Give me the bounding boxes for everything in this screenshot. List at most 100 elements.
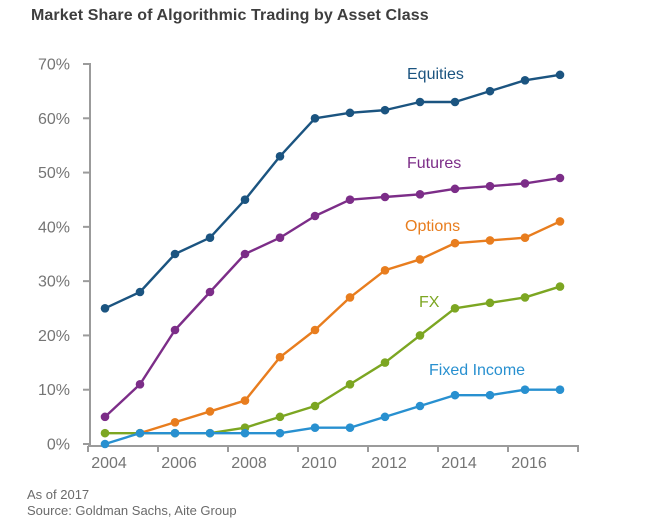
series-point-options-2006 xyxy=(170,417,180,427)
series-options: Options xyxy=(135,217,565,438)
series-fx: FX xyxy=(100,282,565,438)
series-point-fx-2015 xyxy=(485,298,495,308)
series-label-fx: FX xyxy=(419,294,440,311)
series-point-options-2010 xyxy=(310,325,320,335)
series-point-fixed-income-2004 xyxy=(100,439,110,449)
series-point-futures-2015 xyxy=(485,181,495,191)
series-point-equities-2016 xyxy=(520,75,530,85)
series-point-futures-2017 xyxy=(555,173,565,183)
x-tick-label-2014: 2014 xyxy=(441,455,477,472)
chart-footer: As of 2017 Source: Goldman Sachs, Aite G… xyxy=(27,487,237,519)
series-point-options-2009 xyxy=(275,352,285,362)
series-point-options-2007 xyxy=(205,407,215,416)
series-point-futures-2013 xyxy=(415,189,425,199)
series-point-options-2016 xyxy=(520,233,530,243)
series-point-equities-2007 xyxy=(205,233,215,243)
series-label-futures: Futures xyxy=(407,155,461,172)
y-tick-label-60: 60% xyxy=(38,111,70,128)
series-point-futures-2016 xyxy=(520,179,530,188)
series-point-options-2008 xyxy=(240,396,250,405)
series-point-fx-2014 xyxy=(450,303,460,313)
series-point-fx-2017 xyxy=(555,282,565,291)
series-point-fixed-income-2017 xyxy=(555,385,565,395)
x-tick-label-2008: 2008 xyxy=(231,455,267,472)
series-point-fx-2011 xyxy=(345,379,355,389)
series-point-options-2013 xyxy=(415,255,425,264)
series-equities: Equities xyxy=(100,66,565,313)
series-point-futures-2008 xyxy=(240,249,250,259)
series-point-options-2012 xyxy=(380,265,390,275)
series-point-equities-2014 xyxy=(450,97,460,107)
series-point-fixed-income-2013 xyxy=(415,401,425,411)
series-futures: Futures xyxy=(100,155,565,422)
y-tick-label-10: 10% xyxy=(38,382,70,399)
series-point-options-2011 xyxy=(345,293,355,302)
x-tick-label-2010: 2010 xyxy=(301,455,337,472)
series-line-fx xyxy=(103,285,562,435)
series-point-fixed-income-2016 xyxy=(520,385,530,395)
series-point-fixed-income-2005 xyxy=(135,428,145,438)
series-point-equities-2004 xyxy=(100,303,110,313)
series-point-fixed-income-2015 xyxy=(485,390,495,400)
series-point-equities-2012 xyxy=(380,105,390,115)
series-point-equities-2015 xyxy=(485,86,495,96)
series-label-fixed-income: Fixed Income xyxy=(429,362,525,379)
series-point-equities-2008 xyxy=(240,195,250,205)
y-tick-label-20: 20% xyxy=(38,328,70,345)
y-tick-label-40: 40% xyxy=(38,219,70,236)
series-point-futures-2014 xyxy=(450,184,460,194)
series-point-fixed-income-2006 xyxy=(170,428,180,438)
series-point-fx-2004 xyxy=(100,428,110,438)
series-point-futures-2005 xyxy=(135,379,145,389)
x-tick-label-2006: 2006 xyxy=(161,455,197,472)
series-point-futures-2009 xyxy=(275,233,285,243)
series-label-options: Options xyxy=(405,218,460,235)
series-line-options xyxy=(138,220,562,435)
series-label-equities: Equities xyxy=(407,66,464,83)
x-tick-label-2004: 2004 xyxy=(91,455,127,472)
series-point-fixed-income-2010 xyxy=(310,423,320,433)
series-point-equities-2005 xyxy=(135,287,145,297)
series-point-equities-2010 xyxy=(310,113,320,123)
series-point-futures-2004 xyxy=(100,412,110,422)
chart-series: Equities Futures Options FX Fixed Income xyxy=(100,66,565,449)
x-tick-label-2016: 2016 xyxy=(511,455,547,472)
series-point-fx-2016 xyxy=(520,293,530,302)
x-tick-label-2012: 2012 xyxy=(371,455,407,472)
as-of-note: As of 2017 xyxy=(27,487,90,502)
series-point-futures-2006 xyxy=(170,325,180,335)
series-point-fixed-income-2009 xyxy=(275,428,285,438)
y-tick-label-0: 0% xyxy=(47,437,70,454)
axis-tick-labels: 0% 10% 20% 30% 40% 50% 60% 70% 2004 2006 2008 2010 2… xyxy=(38,57,547,473)
series-point-fx-2013 xyxy=(415,331,425,340)
series-line-fixed-income xyxy=(103,388,562,446)
series-fixed-income: Fixed Income xyxy=(100,362,565,449)
chart-axes xyxy=(83,63,579,452)
series-point-fixed-income-2011 xyxy=(345,423,355,433)
series-point-equities-2009 xyxy=(275,151,285,161)
y-tick-label-30: 30% xyxy=(38,274,70,291)
series-point-equities-2006 xyxy=(170,249,180,259)
series-point-fixed-income-2007 xyxy=(205,428,215,438)
series-line-futures xyxy=(103,176,562,419)
chart-title: Market Share of Algorithmic Trading by A… xyxy=(31,7,429,24)
y-tick-label-70: 70% xyxy=(38,57,70,74)
series-point-fx-2010 xyxy=(310,401,320,411)
series-point-futures-2010 xyxy=(310,211,320,221)
series-point-fx-2009 xyxy=(275,412,285,422)
series-point-futures-2012 xyxy=(380,192,390,202)
series-point-fixed-income-2008 xyxy=(240,428,250,438)
series-point-options-2015 xyxy=(485,236,495,245)
series-point-equities-2013 xyxy=(415,97,425,107)
series-point-equities-2017 xyxy=(555,70,565,80)
series-point-futures-2007 xyxy=(205,287,215,297)
series-point-fx-2012 xyxy=(380,358,390,367)
series-point-equities-2011 xyxy=(345,108,355,118)
series-point-options-2014 xyxy=(450,238,460,248)
series-line-equities xyxy=(103,73,562,310)
series-point-futures-2011 xyxy=(345,195,355,205)
y-tick-label-50: 50% xyxy=(38,165,70,182)
series-point-options-2017 xyxy=(555,217,565,226)
